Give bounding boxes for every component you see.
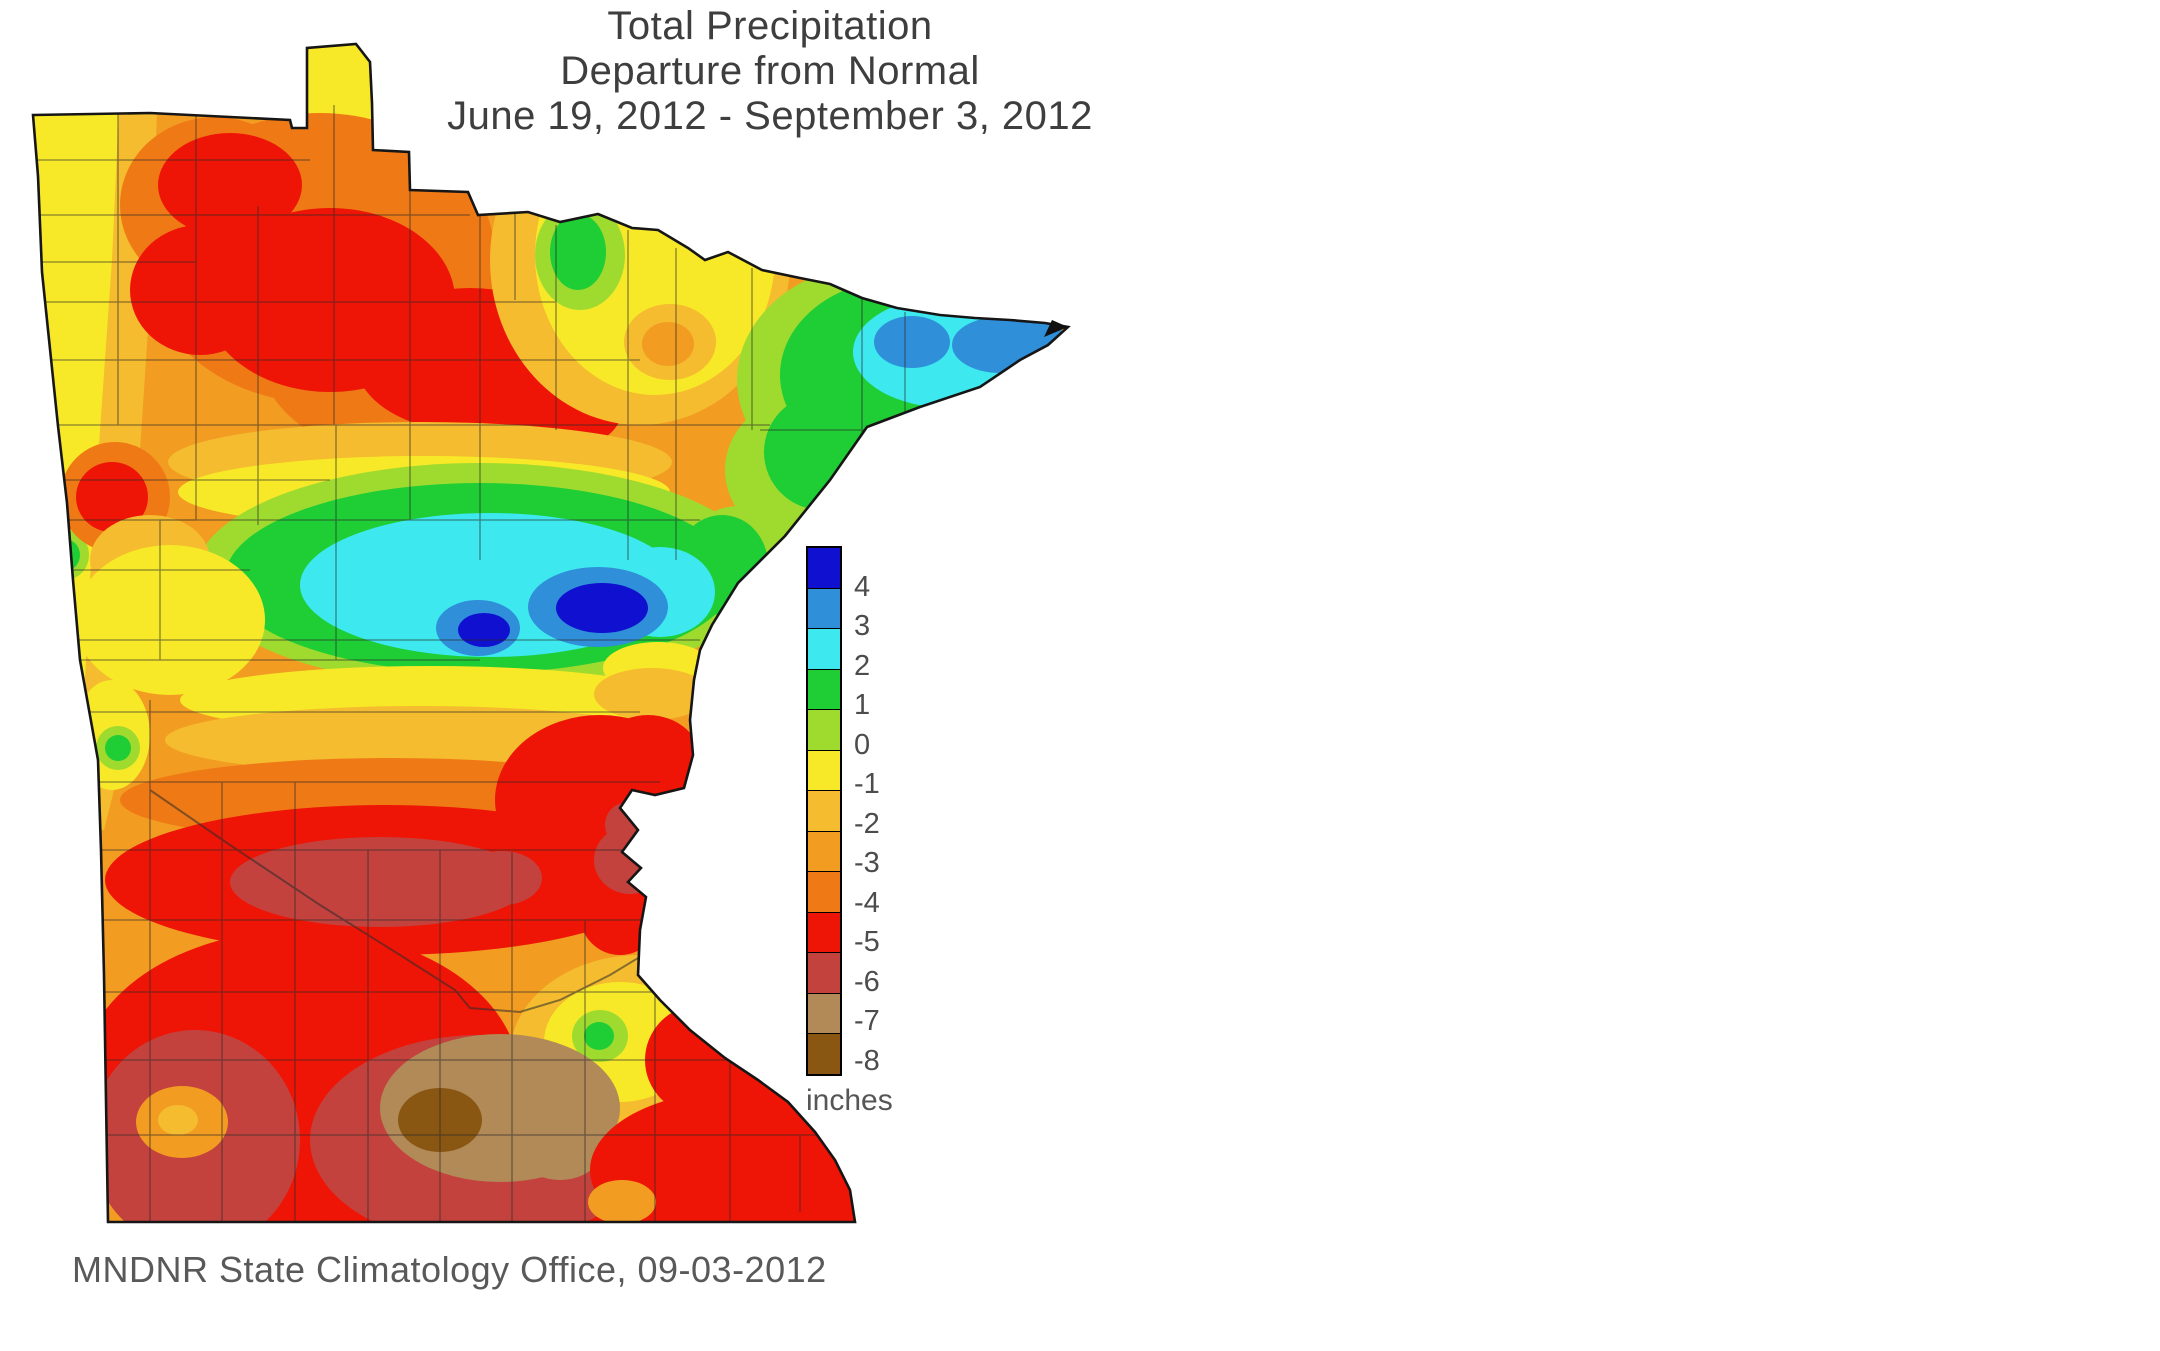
title-line-3: June 19, 2012 - September 3, 2012 — [447, 94, 1093, 138]
legend-value-3: 3 — [854, 609, 871, 642]
legend-swatch-4 — [808, 548, 840, 588]
legend-value-1: 1 — [854, 688, 871, 721]
legend-value--6: -6 — [854, 965, 880, 998]
legend-color-bar — [806, 546, 842, 1076]
legend-swatch-0 — [808, 709, 840, 750]
minnesota-map — [31, 42, 1071, 1224]
title-line-1: Total Precipitation — [607, 4, 933, 48]
legend-value--1: -1 — [854, 767, 880, 800]
legend-swatch--3 — [808, 830, 840, 871]
legend-swatch--1 — [808, 749, 840, 790]
legend-swatch--4 — [808, 871, 840, 912]
legend-value--5: -5 — [854, 925, 880, 958]
state-outline — [31, 42, 1071, 1224]
legend-value-4: 4 — [854, 570, 871, 603]
legend-swatch--2 — [808, 790, 840, 831]
legend-unit-label: inches — [806, 1084, 893, 1117]
legend-value--7: -7 — [854, 1004, 880, 1037]
title-line-2: Departure from Normal — [560, 49, 980, 93]
legend-value-0: 0 — [854, 728, 871, 761]
legend-swatch-1 — [808, 668, 840, 709]
legend-swatch--5 — [808, 911, 840, 952]
legend-value--8: -8 — [854, 1044, 880, 1077]
legend-labels: 4 3 2 1 0 -1 -2 -3 -4 -5 -6 -7 -8 — [854, 548, 974, 1076]
legend: 4 3 2 1 0 -1 -2 -3 -4 -5 -6 -7 -8 inches — [806, 546, 1006, 1117]
legend-value--2: -2 — [854, 807, 880, 840]
legend-swatch-3 — [808, 587, 840, 628]
legend-value--3: -3 — [854, 846, 880, 879]
legend-swatch-2 — [808, 628, 840, 669]
legend-swatch--7 — [808, 992, 840, 1033]
legend-value--4: -4 — [854, 886, 880, 919]
attribution-text: MNDNR State Climatology Office, 09-03-20… — [72, 1249, 827, 1290]
figure-title: Total Precipitation Departure from Norma… — [320, 4, 1220, 139]
legend-swatch--6 — [808, 952, 840, 993]
arrowhead-tip-mark — [1044, 320, 1068, 337]
legend-swatch--8 — [808, 1033, 840, 1074]
legend-value-2: 2 — [854, 649, 871, 682]
county-boundaries — [33, 105, 908, 1222]
